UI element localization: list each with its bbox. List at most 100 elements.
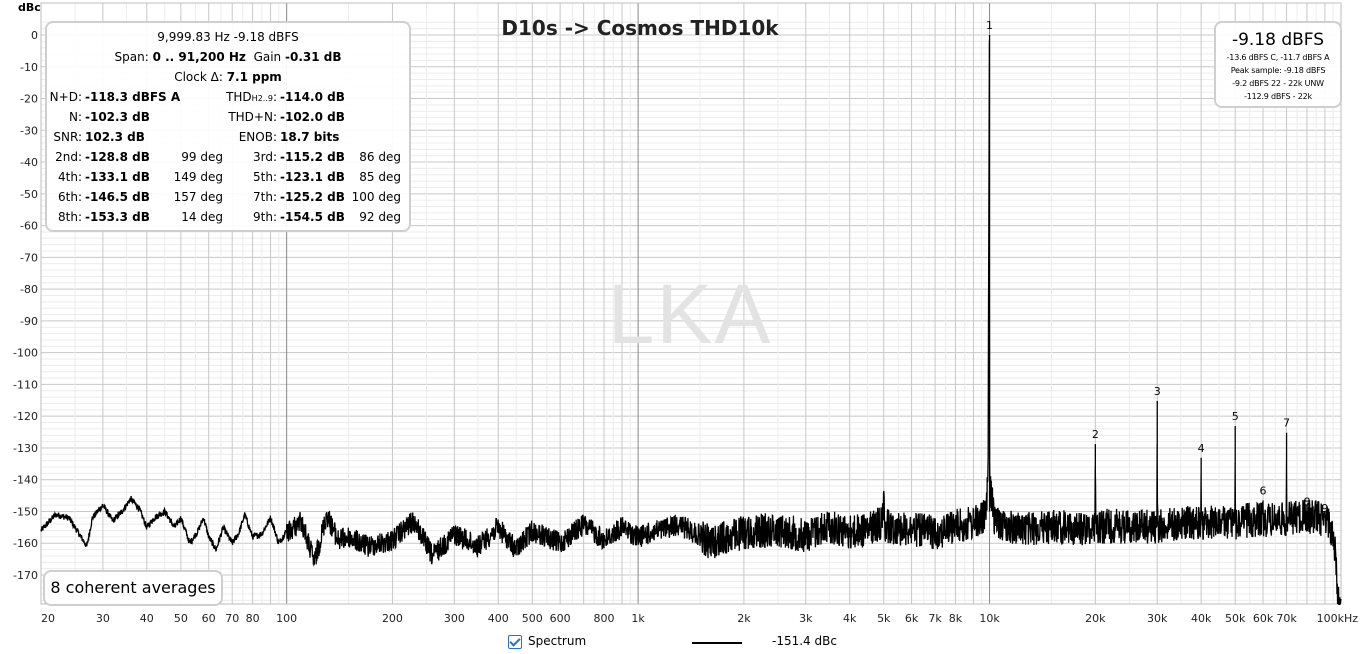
chart-title: D10s -> Cosmos THD10k [501,16,779,40]
harmonic-row: 6th: -146.5 dB 157 deg 7th: -125.2 dB 10… [58,190,401,204]
y-tick-label: -110 [13,378,38,391]
x-tick-label: 5k [877,612,891,625]
harmonic-marker-label: 1 [986,19,993,32]
x-tick-label: 8k [949,612,963,625]
y-tick-label: -100 [13,347,38,360]
harmonic-row: 8th: -153.3 dB 14 deg 9th: -154.5 dB 92 … [58,210,401,224]
thd-value: -114.0 dB [280,90,345,104]
plot-grid [40,2,1342,605]
y-tick-label: 0 [31,29,38,42]
stats-row-n-thdn: N: -102.3 dB THD+N: -102.0 dB [68,110,345,124]
y-tick-label: -150 [13,505,38,518]
spectrum-checkbox-label[interactable]: Spectrum [528,634,587,648]
harmonic-marker-label: 9 [1321,502,1328,515]
x-tick-label: 400 [488,612,509,625]
x-axis-ticks: 20 30 40 50 60 70 80 100 200 300 400 500 600 800 1k 2k 3… [41,612,1358,625]
harmonic-row: 4th: -133.1 dB 149 deg 5th: -123.1 dB 85… [58,170,401,184]
x-tick-label: 50k [1225,612,1246,625]
x-tick-label: 200 [382,612,403,625]
plot-frame [40,2,1342,605]
x-tick-label: 20k [1085,612,1106,625]
x-tick-label: 100kHz [1317,612,1359,625]
legend-line-swatch [692,642,742,644]
harmonic-marker-label: 8 [1303,495,1310,508]
harmonic-marker-label: 3 [1154,385,1161,398]
harmonic-marker-label: 2 [1092,428,1099,441]
averages-badge: 8 coherent averages [43,570,223,606]
peak-sample: Peak sample: -9.18 dBFS [1230,66,1326,75]
x-tick-label: 100 [276,612,297,625]
x-tick-label: 30 [96,612,110,625]
noise-level: -112.9 dBFS - 22k [1244,92,1312,101]
spectrum-checkbox[interactable] [508,635,522,649]
x-tick-label: 6k [905,612,919,625]
thd-label: THDH2..9: [226,90,277,104]
measurement-stats-panel: 9,999.83 Hz -9.18 dBFS Span: 0 .. 91,200… [45,21,411,232]
weighted-levels: -13.6 dBFS C, -11.7 dBFS A [1226,53,1330,62]
level-readout-panel: -9.18 dBFS -13.6 dBFS C, -11.7 dBFS A Pe… [1214,21,1342,108]
x-tick-label: 40k [1191,612,1212,625]
y-tick-label: -160 [13,537,38,550]
y-tick-label: -40 [20,156,38,169]
x-tick-label: 7k [928,612,942,625]
stats-row-snr-enob: SNR: 102.3 dB ENOB: 18.7 bits [53,130,340,144]
y-tick-label: -50 [20,188,38,201]
harmonic-marker-label: 4 [1198,442,1205,455]
x-tick-label: 20 [41,612,55,625]
legend-value: -151.4 dBc [772,634,837,648]
stats-row-nd-thd: N+D: -118.3 dBFS A THDH2..9: -114.0 dB [47,89,409,109]
y-tick-label: -140 [13,474,38,487]
snr-value: 102.3 dB [85,130,145,144]
x-tick-label: 600 [550,612,571,625]
enob-value: 18.7 bits [280,130,340,144]
x-tick-label: 30k [1147,612,1168,625]
main-level: -9.18 dBFS [1231,30,1325,50]
harmonic-marker-label: 7 [1283,417,1290,430]
y-tick-label: -60 [20,220,38,233]
y-tick-label: -170 [13,569,38,582]
watermark-text: LKA [607,267,773,361]
spectrum-trace [40,35,1342,606]
x-tick-label: 3k [799,612,813,625]
y-tick-label: -70 [20,251,38,264]
unweighted-level: -9.2 dBFS 22 - 22k UNW [1232,79,1324,88]
x-tick-label: 800 [594,612,615,625]
y-axis-ticks: 0 -10 -20 -30 -40 -50 -60 -70 -80 -90 -100 -110 -120… [13,29,38,582]
x-tick-label: 300 [444,612,465,625]
x-tick-label: 10k [979,612,1000,625]
y-tick-label: -30 [20,124,38,137]
x-tick-label: 1k [631,612,645,625]
x-tick-label: 70k [1276,612,1297,625]
x-tick-label: 70 [225,612,239,625]
span-value: 0 .. 91,200 Hz [152,50,246,64]
y-tick-label: -130 [13,442,38,455]
x-tick-label: 60k [1253,612,1274,625]
spectrum-line [40,35,1342,606]
harmonic-markers: 1 2 3 4 5 6 7 8 9 [986,19,1328,515]
y-tick-label: -80 [20,283,38,296]
x-tick-label: 80 [246,612,260,625]
gain-value: -0.31 dB [284,50,342,64]
n-value: -102.3 dB [85,110,150,124]
x-tick-label: 500 [522,612,543,625]
x-tick-label: 2k [737,612,751,625]
nd-value: -118.3 dBFS A [85,90,181,104]
y-axis-unit-label: dBc [18,1,41,14]
harmonic-row: 2nd: -128.8 dB 99 deg 3rd: -115.2 dB 86 … [55,150,401,164]
clock-readout: Clock Δ: 7.1 ppm [174,70,282,84]
span-gain-readout: Span: 0 .. 91,200 Hz Gain -0.31 dB [114,50,342,64]
thdn-value: -102.0 dB [280,110,345,124]
y-tick-label: -120 [13,410,38,423]
y-tick-label: -20 [20,93,38,106]
y-tick-label: -90 [20,315,38,328]
clock-value: 7.1 ppm [226,70,282,84]
y-tick-label: -10 [20,61,38,74]
x-tick-label: 60 [202,612,216,625]
harmonic-marker-label: 5 [1232,410,1239,423]
x-tick-label: 50 [174,612,188,625]
harmonic-marker-label: 6 [1260,484,1267,497]
x-tick-label: 40 [140,612,154,625]
x-tick-label: 4k [843,612,857,625]
fundamental-readout: 9,999.83 Hz -9.18 dBFS [157,30,299,44]
